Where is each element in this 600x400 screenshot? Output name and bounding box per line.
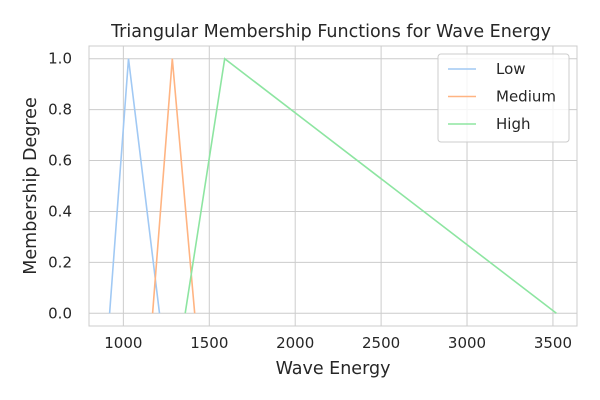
x-tick-label: 1500 xyxy=(190,334,228,352)
y-tick-label: 0.6 xyxy=(48,152,72,170)
y-axis-label: Membership Degree xyxy=(21,97,41,274)
x-tick-label: 2000 xyxy=(276,334,314,352)
series-layer xyxy=(108,57,557,314)
y-tick-label: 1.0 xyxy=(48,50,72,68)
x-axis-label: Wave Energy xyxy=(276,359,391,379)
x-tick-label: 3000 xyxy=(448,334,486,352)
grid xyxy=(89,46,577,326)
series-line-low xyxy=(108,58,161,314)
y-tick-label: 0.8 xyxy=(48,101,72,119)
legend-label: Medium xyxy=(496,88,556,106)
legend: Low Medium High xyxy=(437,53,570,143)
legend-label: High xyxy=(496,115,530,133)
series-line-high xyxy=(184,57,557,314)
series-line-medium xyxy=(151,58,196,314)
y-tick-label: 0.4 xyxy=(48,202,72,220)
legend-label: Low xyxy=(496,60,526,78)
x-tick-label: 1000 xyxy=(104,334,142,352)
x-tick-label: 2500 xyxy=(362,334,400,352)
x-tick-label: 3500 xyxy=(534,334,572,352)
chart-title: Triangular Membership Functions for Wave… xyxy=(110,22,551,42)
y-tick-label: 0.2 xyxy=(48,253,72,271)
y-tick-label: 0.0 xyxy=(48,304,72,322)
tick-labels: 1000 1500 2000 2500 3000 3500 0.0 0.2 0.4 0.6 0.8 1… xyxy=(48,50,572,352)
legend-box xyxy=(437,53,570,143)
